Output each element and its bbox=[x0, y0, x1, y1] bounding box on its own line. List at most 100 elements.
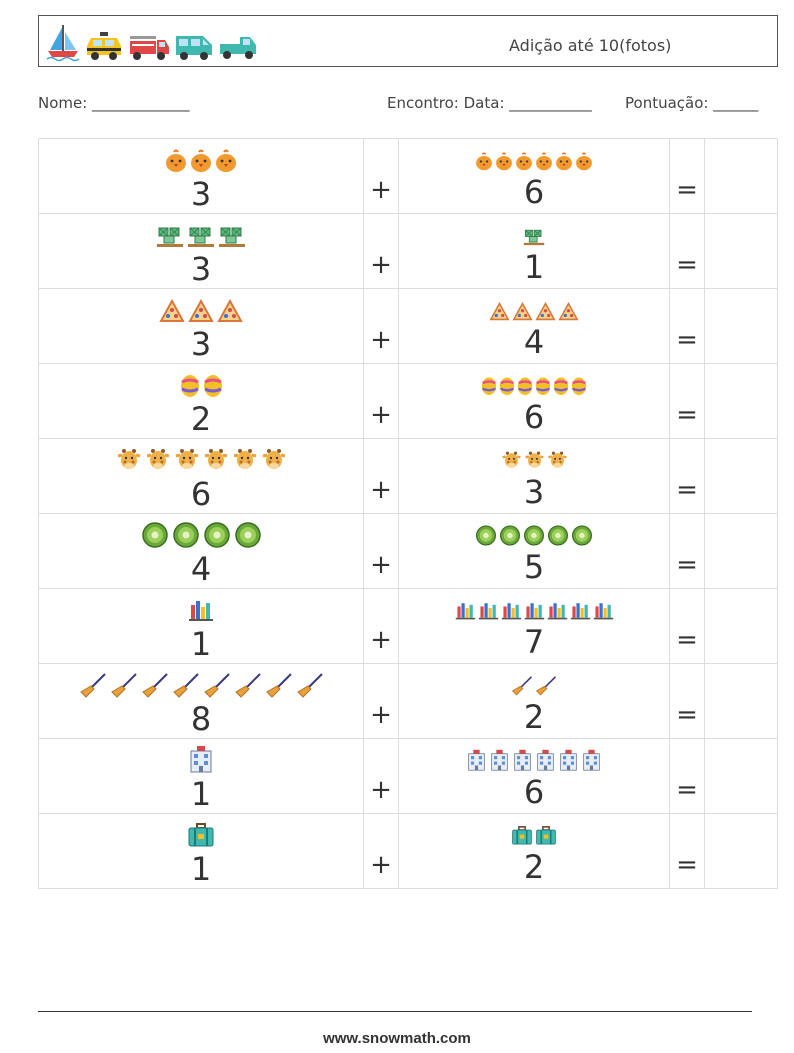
building-icon bbox=[466, 749, 487, 775]
books-icon bbox=[593, 600, 614, 625]
books-icon bbox=[570, 600, 591, 625]
pizza-slice-icon bbox=[217, 298, 243, 327]
suitcase-icon bbox=[187, 822, 215, 852]
score-field[interactable]: Pontuação: ______ bbox=[625, 94, 759, 112]
addend-b-number: 4 bbox=[523, 323, 545, 361]
answer-cell[interactable] bbox=[704, 288, 778, 364]
kiwi-icon bbox=[234, 522, 262, 552]
picture-group bbox=[455, 603, 614, 625]
answer-cell[interactable] bbox=[704, 438, 778, 514]
answer-cell[interactable] bbox=[704, 738, 778, 814]
chick-icon bbox=[475, 152, 493, 175]
kiwi-icon bbox=[172, 522, 200, 552]
addend-b-number: 1 bbox=[523, 248, 545, 286]
pizza-slice-icon bbox=[188, 298, 214, 327]
broom-icon bbox=[296, 672, 324, 702]
chick-icon bbox=[515, 152, 533, 175]
giraffe-icon bbox=[145, 447, 171, 477]
addend-a-cell: 1 bbox=[38, 813, 364, 889]
broom-icon bbox=[141, 672, 169, 702]
equals-cell: = bbox=[669, 513, 705, 589]
picture-group bbox=[466, 749, 602, 775]
plus-sign: + bbox=[370, 550, 392, 580]
addend-b-number: 6 bbox=[523, 173, 545, 211]
answer-cell[interactable] bbox=[704, 513, 778, 589]
answer-cell[interactable] bbox=[704, 138, 778, 214]
equals-sign: = bbox=[676, 325, 698, 355]
problem-row: 6 +3 = bbox=[38, 438, 778, 514]
addend-a-cell: 3 bbox=[38, 213, 364, 289]
giraffe-icon bbox=[203, 447, 229, 477]
date-field[interactable]: Encontro: Data: ___________ bbox=[387, 94, 592, 112]
kiwi-icon bbox=[499, 525, 521, 550]
name-field[interactable]: Nome: _____________ bbox=[38, 94, 190, 112]
plus-cell: + bbox=[363, 513, 399, 589]
addend-b-cell: 3 bbox=[398, 438, 670, 514]
plus-cell: + bbox=[363, 363, 399, 439]
answer-cell[interactable] bbox=[704, 363, 778, 439]
addend-a-number: 1 bbox=[190, 850, 212, 888]
books-icon bbox=[455, 600, 476, 625]
equals-cell: = bbox=[669, 738, 705, 814]
pickup-truck-icon bbox=[220, 37, 256, 59]
addend-b-number: 5 bbox=[523, 548, 545, 586]
addend-a-cell: 3 bbox=[38, 138, 364, 214]
broom-icon bbox=[79, 672, 107, 702]
easter-egg-icon bbox=[180, 372, 200, 402]
plus-cell: + bbox=[363, 588, 399, 664]
suitcase-icon bbox=[535, 825, 557, 850]
picture-group bbox=[188, 601, 214, 627]
picture-group bbox=[489, 301, 579, 325]
problem-row: 2 +6 = bbox=[38, 363, 778, 439]
broom-icon bbox=[535, 675, 557, 700]
problem-row: 8 +2 = bbox=[38, 663, 778, 739]
picture-group bbox=[475, 525, 593, 550]
kiwi-icon bbox=[203, 522, 231, 552]
plus-sign: + bbox=[370, 625, 392, 655]
books-icon bbox=[478, 600, 499, 625]
answer-cell[interactable] bbox=[704, 813, 778, 889]
plus-sign: + bbox=[370, 250, 392, 280]
easter-egg-icon bbox=[535, 375, 551, 400]
picture-group bbox=[511, 826, 557, 850]
equals-cell: = bbox=[669, 663, 705, 739]
chick-icon bbox=[215, 149, 237, 177]
addend-a-number: 2 bbox=[190, 400, 212, 438]
broom-icon bbox=[265, 672, 293, 702]
problem-row: 3 +1 = bbox=[38, 213, 778, 289]
header-icons bbox=[45, 22, 259, 62]
problems-table: 3 +6 = 3 +1 = 3 +4 = 2 +6 = 6 +3 = 4 +5 = 1 +7 = 8 +2 = 1 +6 = 1 +2 = bbox=[38, 138, 778, 889]
equals-sign: = bbox=[676, 250, 698, 280]
problem-row: 3 +6 = bbox=[38, 138, 778, 214]
easter-egg-icon bbox=[553, 375, 569, 400]
addend-a-number: 3 bbox=[190, 175, 212, 213]
addend-b-cell: 2 bbox=[398, 663, 670, 739]
addend-b-cell: 2 bbox=[398, 813, 670, 889]
picture-group bbox=[501, 451, 568, 475]
answer-cell[interactable] bbox=[704, 213, 778, 289]
pizza-slice-icon bbox=[512, 301, 533, 325]
building-icon bbox=[489, 749, 510, 775]
picture-group bbox=[511, 676, 557, 700]
addend-a-cell: 2 bbox=[38, 363, 364, 439]
pizza-slice-icon bbox=[489, 301, 510, 325]
picture-group bbox=[523, 229, 545, 250]
plus-sign: + bbox=[370, 175, 392, 205]
plus-cell: + bbox=[363, 213, 399, 289]
addend-b-cell: 1 bbox=[398, 213, 670, 289]
broom-icon bbox=[110, 672, 138, 702]
answer-cell[interactable] bbox=[704, 663, 778, 739]
picture-group bbox=[79, 673, 324, 702]
broom-icon bbox=[172, 672, 200, 702]
kiwi-icon bbox=[571, 525, 593, 550]
answer-cell[interactable] bbox=[704, 588, 778, 664]
equals-cell: = bbox=[669, 588, 705, 664]
addend-b-cell: 5 bbox=[398, 513, 670, 589]
addend-a-cell: 4 bbox=[38, 513, 364, 589]
plus-sign: + bbox=[370, 700, 392, 730]
equals-sign: = bbox=[676, 775, 698, 805]
addend-b-number: 6 bbox=[523, 398, 545, 436]
equals-cell: = bbox=[669, 813, 705, 889]
chick-icon bbox=[555, 152, 573, 175]
equals-sign: = bbox=[676, 625, 698, 655]
